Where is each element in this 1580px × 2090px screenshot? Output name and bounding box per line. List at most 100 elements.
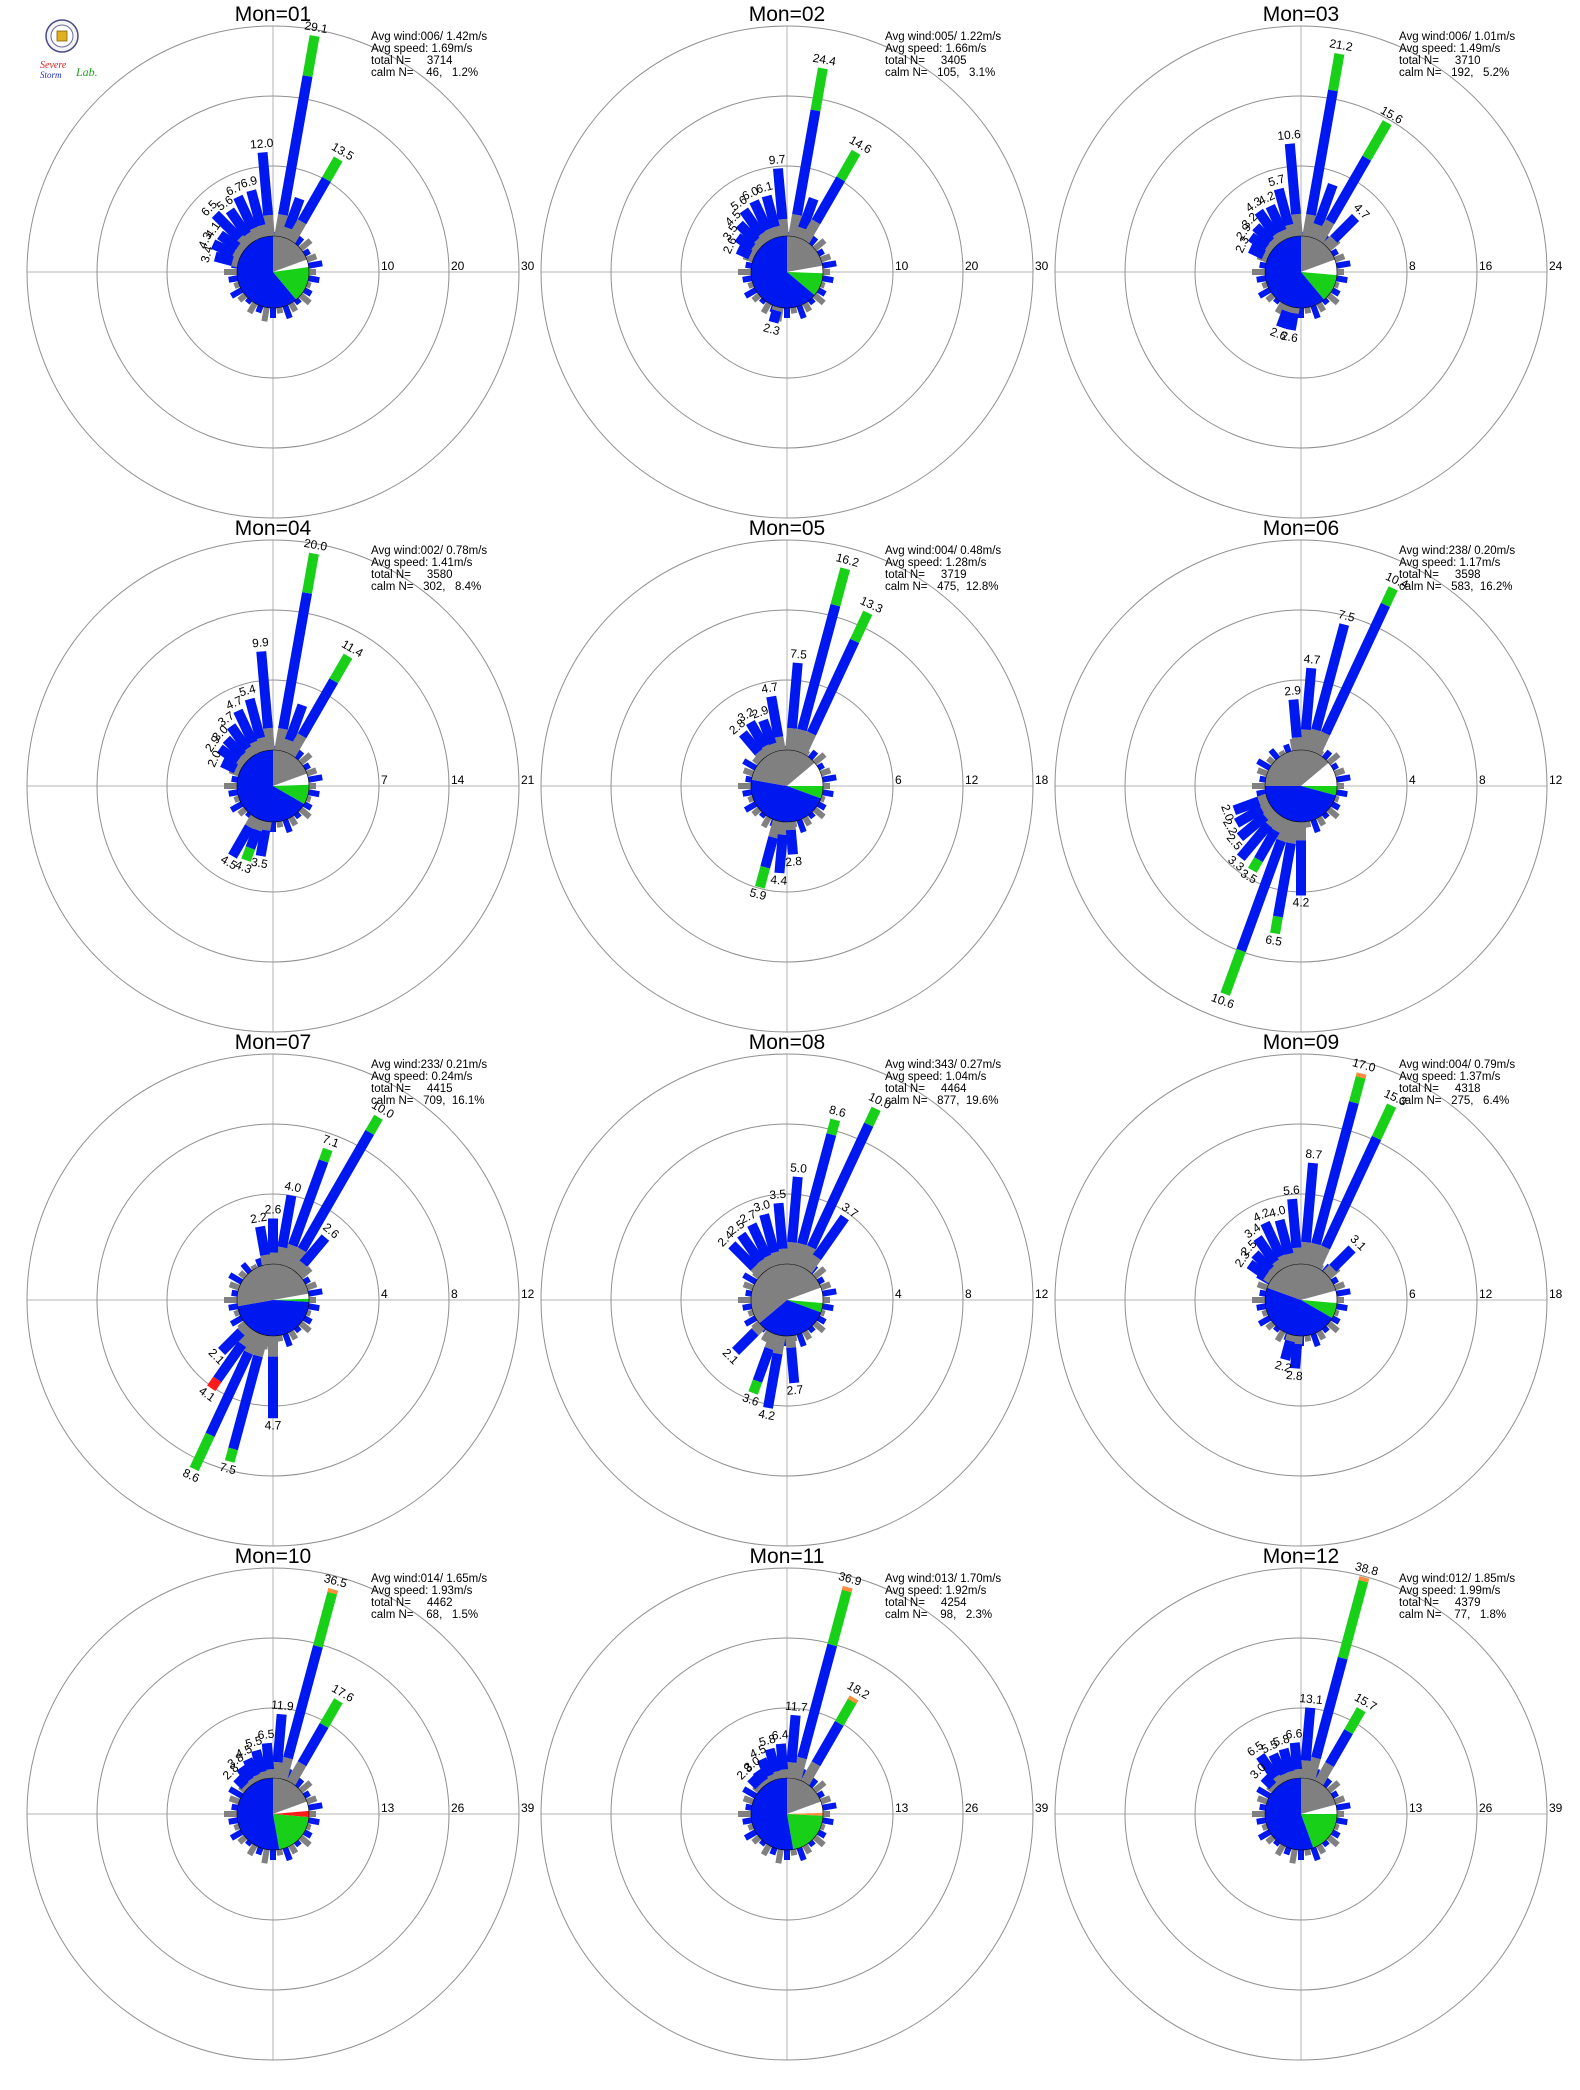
minor-direction-bar: [1265, 1834, 1276, 1845]
direction-bar-base: [785, 727, 797, 751]
ring-tick-label: 8: [965, 1287, 972, 1301]
bar-value-label: 7.1: [321, 1132, 342, 1151]
direction-bar: [1232, 796, 1261, 815]
direction-bar: [284, 197, 305, 230]
center-pie-outline: [750, 1263, 824, 1337]
stats-line: Avg wind:006/ 1.42m/s: [371, 31, 487, 43]
center-pie-outline: [236, 1263, 310, 1337]
minor-direction-bar: [228, 1786, 244, 1799]
minor-direction-bar: [1337, 1297, 1344, 1303]
minor-direction-bar: [1274, 301, 1286, 315]
bar-value-label: 6.6: [1285, 1726, 1303, 1741]
minor-direction-bar: [790, 306, 798, 314]
month-title: Mon=08: [749, 1031, 825, 1054]
minor-direction-bar: [237, 1834, 248, 1845]
direction-bar: [746, 720, 769, 750]
minor-direction-bar: [760, 1329, 772, 1343]
direction-bar: [757, 1757, 774, 1778]
minor-direction-bar: [276, 820, 284, 828]
direction-bar: [1290, 1343, 1303, 1369]
direction-bar: [1284, 143, 1301, 215]
center-pie-slice: [1301, 1804, 1337, 1814]
bar-value-label: 4.3: [195, 230, 215, 251]
minor-direction-bar: [807, 1777, 819, 1789]
bar-value-label: 6.4: [771, 1727, 789, 1742]
minor-direction-bar: [228, 1303, 239, 1311]
bar-value-label: 7.5: [218, 1460, 238, 1478]
range-ring-2: [610, 1637, 964, 1991]
range-ring-1: [680, 679, 894, 893]
minor-direction-bar: [276, 1334, 284, 1342]
month-title: Mon=03: [1263, 3, 1339, 26]
stats-line: Avg speed: 1.37m/s: [1399, 1071, 1501, 1083]
direction-bar-base: [238, 1326, 257, 1348]
center-pie-slice: [237, 1778, 280, 1850]
month-title: Mon=11: [750, 1545, 825, 1568]
direction-bar: [227, 723, 252, 752]
bar-value-label: 5.5: [244, 1733, 264, 1751]
minor-direction-bar: [1335, 1802, 1351, 1811]
minor-direction-bar: [224, 1297, 237, 1303]
minor-direction-bar: [282, 1846, 293, 1862]
direction-bar: [739, 730, 763, 756]
minor-direction-bar: [270, 308, 276, 318]
bar-value-label: 20.0: [303, 536, 329, 554]
direction-bar-base: [755, 1782, 766, 1793]
range-ring-3: [1054, 539, 1548, 1033]
ring-tick-label: 12: [521, 1287, 535, 1301]
minor-direction-bar: [293, 749, 305, 761]
direction-bar-top: [1372, 1103, 1397, 1141]
direction-bar-base: [1263, 1271, 1275, 1284]
direction-bar-base: [803, 1254, 821, 1274]
minor-direction-bar: [1337, 783, 1344, 789]
minor-direction-bar: [807, 1839, 816, 1848]
minor-direction-bar: [1337, 269, 1344, 275]
bar-value-label: 2.0: [204, 748, 224, 769]
bar-value-label: 4.0: [1267, 1203, 1287, 1221]
stats-line: calm N= 68, 1.5%: [371, 1609, 478, 1621]
ring-tick-label: 12: [1479, 1287, 1493, 1301]
minor-direction-bar: [1335, 275, 1348, 284]
minor-direction-bar: [759, 811, 767, 819]
minor-direction-bar: [233, 281, 241, 289]
direction-bar: [812, 1214, 849, 1261]
minor-direction-bar: [309, 269, 316, 275]
stats-line: Avg speed: 1.04m/s: [885, 1071, 987, 1083]
minor-direction-bar: [229, 801, 244, 813]
minor-direction-bar: [307, 789, 320, 798]
minor-direction-bar: [742, 1281, 755, 1291]
minor-direction-bar: [1256, 275, 1267, 283]
wind-rose-mon-01: 10 20 3029.113.512.06.96.75.66.54.14.33.4M…: [26, 3, 535, 519]
ring-tick-label: 26: [1479, 1801, 1493, 1815]
bar-value-label: 36.5: [322, 1571, 348, 1591]
bar-value-label: 2.7: [738, 1207, 759, 1227]
ring-tick-label: 7: [381, 773, 388, 787]
ring-tick-label: 21: [521, 773, 535, 787]
minor-direction-bar: [231, 775, 239, 783]
minor-direction-bar: [307, 1802, 323, 1811]
direction-bar: [760, 836, 779, 869]
minor-direction-bar: [1257, 1315, 1272, 1327]
direction-bar: [1273, 842, 1296, 918]
direction-bar: [245, 828, 262, 850]
direction-bar: [752, 1346, 774, 1383]
center-pie-slice: [273, 259, 309, 272]
month-title: Mon=01: [235, 3, 311, 26]
direction-bar-base: [748, 250, 757, 262]
direction-bar-top: [1220, 948, 1246, 996]
center-pie-slice: [273, 750, 307, 786]
stats-line: Avg wind:343/ 0.27m/s: [885, 1059, 1001, 1071]
direction-bar: [256, 651, 273, 729]
range-ring-1: [166, 679, 380, 893]
stats-line: total N= 3580: [371, 569, 453, 581]
wind-rose-mon-05: 6 12 1816.213.37.54.72.93.22.85.94.42.8Mon…: [540, 517, 1049, 1033]
direction-bar-base: [1261, 250, 1271, 262]
direction-bar: [1321, 602, 1390, 736]
minor-direction-bar: [745, 775, 753, 783]
minor-direction-bar: [819, 767, 832, 777]
minor-direction-bar: [288, 1843, 299, 1855]
direction-bar-base: [233, 764, 243, 776]
bar-value-label: 4.2: [1293, 896, 1310, 910]
bar-value-label: 9.9: [252, 635, 270, 650]
